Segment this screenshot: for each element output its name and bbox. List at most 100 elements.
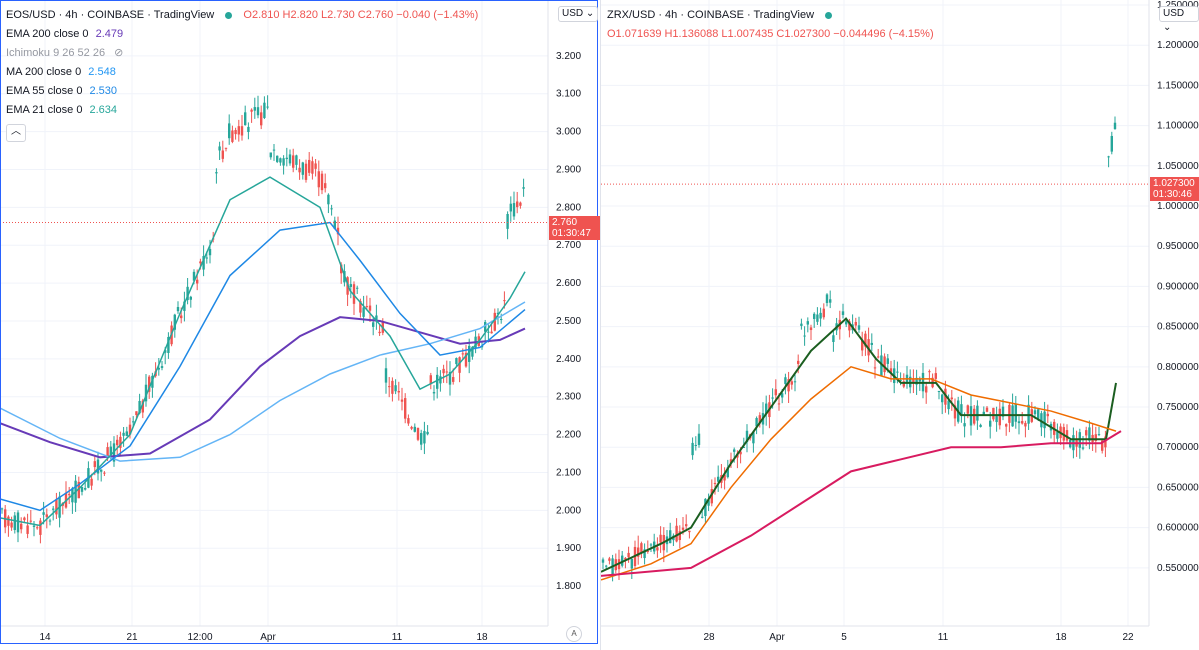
candle-body xyxy=(854,321,857,326)
candle-body xyxy=(304,163,308,180)
y-tick-label: 1.200000 xyxy=(1157,40,1199,51)
candle-body xyxy=(493,312,496,331)
candle-body xyxy=(144,384,148,402)
y-tick-label: 1.100000 xyxy=(1157,121,1199,132)
candle-body xyxy=(512,203,516,217)
candle-body xyxy=(726,467,729,478)
indicator-label: Ichimoku 9 26 52 26 xyxy=(6,47,106,59)
candle-body xyxy=(487,331,490,333)
candle-body xyxy=(1085,430,1088,436)
candle-body xyxy=(758,415,761,424)
x-tick-label: 21 xyxy=(126,632,138,643)
candle-body xyxy=(96,459,100,474)
candle-body xyxy=(800,323,803,326)
y-tick-label: 0.750000 xyxy=(1157,402,1199,413)
candle-body xyxy=(989,420,992,427)
zrx-chart-pane[interactable]: 1.250000 1.200000 1.150000 1.100000 1.050000… xyxy=(600,0,1199,650)
candle-body xyxy=(234,130,237,135)
candle-body xyxy=(320,173,324,191)
candle-body xyxy=(503,300,506,302)
candle-body xyxy=(352,284,356,304)
x-tick-label: 28 xyxy=(703,632,715,643)
candle-body xyxy=(608,558,611,561)
candle-body xyxy=(816,314,819,322)
candle-body xyxy=(308,159,311,173)
zrx-currency-select[interactable]: USD ⌄ xyxy=(1159,6,1199,33)
candle-body xyxy=(685,524,688,527)
candle-body xyxy=(681,527,685,530)
candle-body xyxy=(42,512,45,515)
candle-body xyxy=(813,313,816,319)
candle-body xyxy=(848,321,851,331)
candle-body xyxy=(16,512,20,533)
candle-body xyxy=(176,306,180,312)
candle-body xyxy=(32,525,36,527)
candle-body xyxy=(992,407,995,420)
candle-body xyxy=(356,287,359,289)
candle-body xyxy=(311,161,314,174)
candle-body xyxy=(68,494,71,496)
indicator-ema200[interactable]: EMA 200 close 0 2.479 xyxy=(6,25,478,44)
auto-scale-button[interactable]: A xyxy=(566,626,582,642)
candle-body xyxy=(995,416,998,423)
candle-body xyxy=(953,405,957,419)
candle-body xyxy=(109,446,112,456)
candle-body xyxy=(870,342,873,345)
ma-line xyxy=(601,317,1117,573)
indicator-label: EMA 200 close 0 xyxy=(6,28,89,40)
eos-last-price-label: 2.760 01:30:47 xyxy=(549,215,600,240)
candle-body xyxy=(729,459,733,464)
candle-body xyxy=(237,126,240,135)
candle-body xyxy=(266,106,269,108)
candle-body xyxy=(423,431,426,444)
candle-body xyxy=(1014,403,1017,422)
y-tick-label: 0.550000 xyxy=(1157,563,1199,574)
candle-body xyxy=(279,158,282,163)
candle-body xyxy=(298,167,301,173)
candle-body xyxy=(202,256,205,270)
indicator-ma200[interactable]: MA 200 close 0 2.548 xyxy=(6,63,478,82)
y-tick-label: 2.400 xyxy=(556,354,581,365)
eos-chart-svg[interactable]: 3.200 3.100 3.000 2.900 2.800 2.700 2.600 2.500… xyxy=(0,0,600,650)
indicator-value: 2.548 xyxy=(88,66,116,78)
candle-body xyxy=(157,367,160,370)
candle-body xyxy=(880,355,883,376)
hidden-eye-icon[interactable]: ⊘ xyxy=(114,47,124,59)
candle-body xyxy=(522,187,525,189)
candle-body xyxy=(141,400,144,413)
eos-currency-select[interactable]: USD ⌄ xyxy=(558,6,599,22)
candle-body xyxy=(192,271,196,281)
collapse-legend-button[interactable]: ︿ xyxy=(6,124,26,142)
currency-label: USD xyxy=(562,8,584,19)
candle-body xyxy=(979,424,982,427)
candle-body xyxy=(125,431,128,436)
ma-line xyxy=(0,221,526,512)
indicator-ema55[interactable]: EMA 55 close 0 2.530 xyxy=(6,82,478,101)
zrx-chart-svg[interactable]: 1.250000 1.200000 1.150000 1.100000 1.050000… xyxy=(601,0,1199,650)
candle-body xyxy=(1081,447,1085,449)
indicator-ema21[interactable]: EMA 21 close 0 2.634 xyxy=(6,101,478,120)
candle-body xyxy=(941,394,944,403)
y-tick-label: 2.100 xyxy=(556,467,581,478)
candle-body xyxy=(231,130,234,142)
zrx-symbol[interactable]: ZRX/USD · 4h · COINBASE · TradingView xyxy=(607,9,815,21)
candle-body xyxy=(349,284,352,287)
y-tick-label: 0.950000 xyxy=(1157,241,1199,252)
candle-body xyxy=(461,353,464,355)
candle-body xyxy=(669,530,672,544)
y-tick-label: 3.100 xyxy=(556,89,581,100)
candle-body xyxy=(388,386,391,388)
candle-body xyxy=(947,400,950,410)
indicator-ichimoku[interactable]: Ichimoku 9 26 52 26 ⊘ xyxy=(6,44,478,63)
market-open-dot xyxy=(825,11,833,19)
candle-body xyxy=(215,172,218,174)
y-tick-label: 2.000 xyxy=(556,505,581,516)
eos-symbol[interactable]: EOS/USD · 4h · COINBASE · TradingView xyxy=(6,9,215,21)
auto-label: A xyxy=(571,629,577,638)
candle-body xyxy=(755,418,758,427)
candle-body xyxy=(330,208,333,210)
candle-body xyxy=(375,315,378,320)
candle-body xyxy=(276,155,279,162)
candle-body xyxy=(253,107,256,111)
eos-chart-pane[interactable]: 3.200 3.100 3.000 2.900 2.800 2.700 2.600 2.500… xyxy=(0,0,600,650)
